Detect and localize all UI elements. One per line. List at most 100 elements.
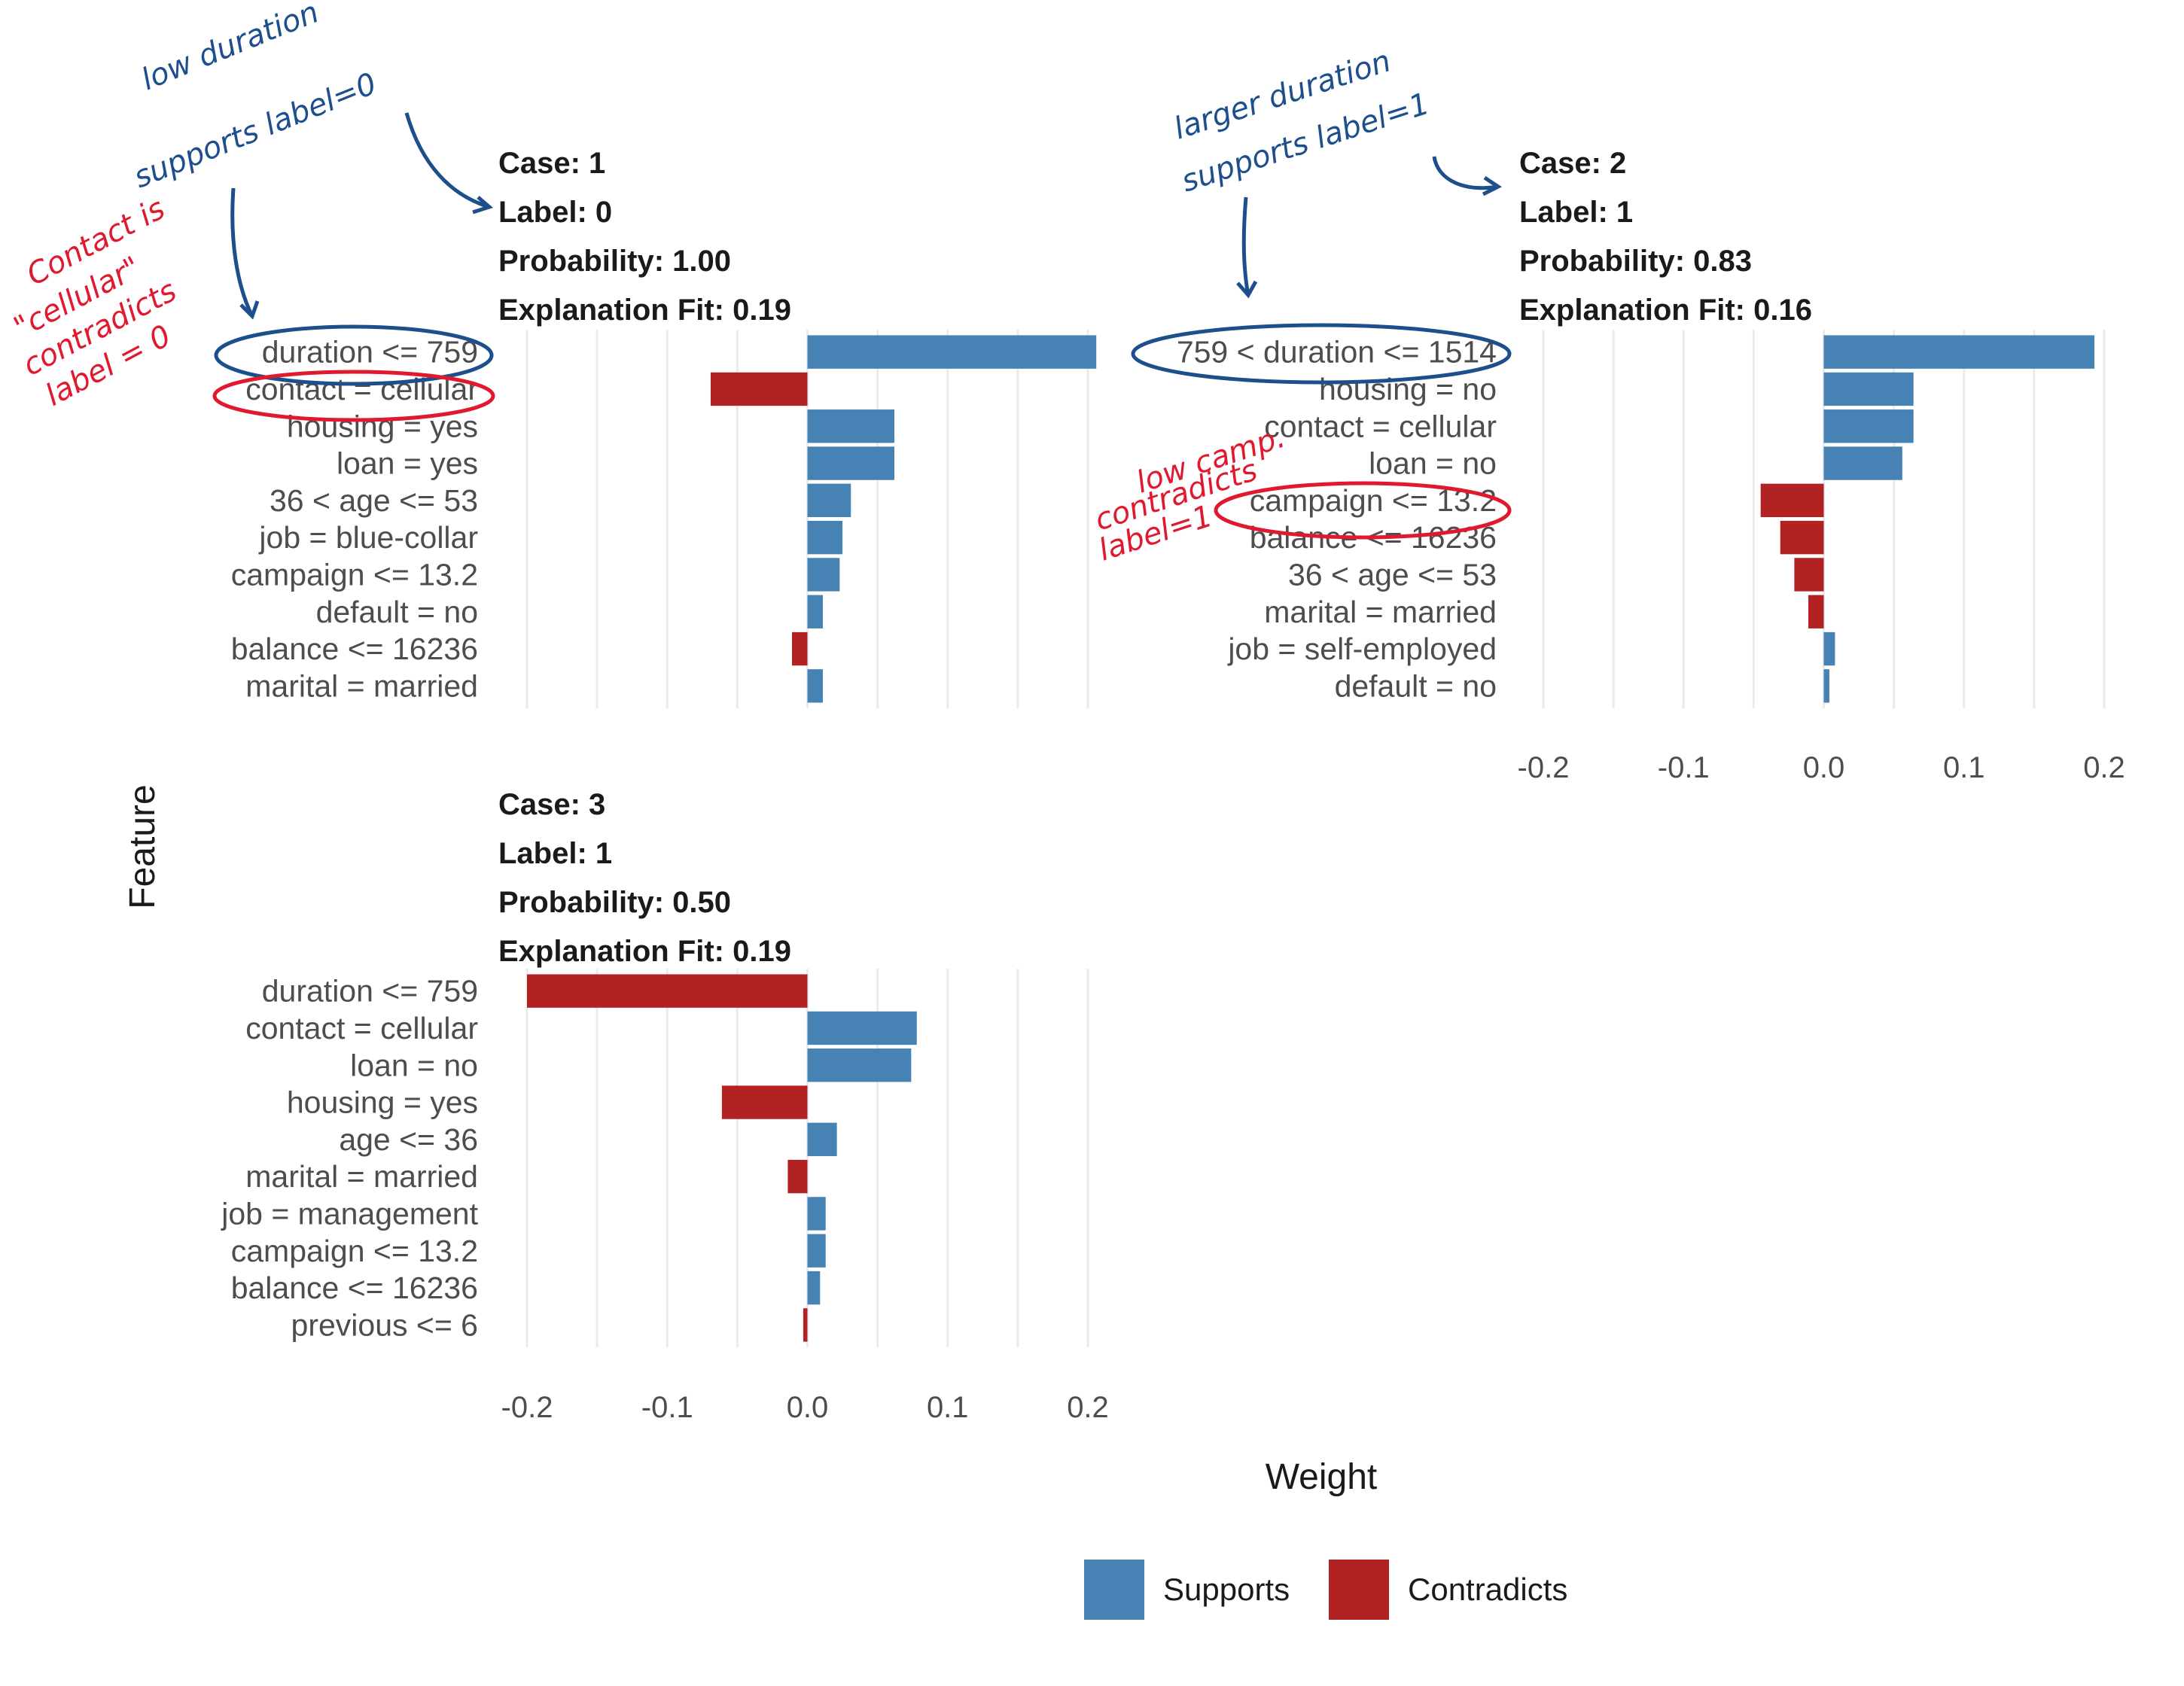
x-axis-title: Weight [1266, 1457, 1378, 1497]
feature-label: contact = cellular [1264, 409, 1497, 443]
y-axis-title: Feature [123, 784, 163, 908]
bar-supports [807, 595, 823, 628]
x-tick-label: 0.2 [1067, 1391, 1109, 1424]
case2-probability-label: Probability: 0.83 [1519, 245, 1752, 278]
bar-supports [807, 520, 843, 555]
feature-label: previous <= 6 [291, 1307, 478, 1342]
annotation-case1-circle-duration [214, 324, 494, 386]
legend-label-supports: Supports [1163, 1572, 1290, 1607]
feature-label: contact = cellular [245, 1011, 478, 1045]
x-tick-label: 0.2 [2083, 751, 2125, 784]
annotation-case1-arrow-2 [230, 187, 254, 318]
annotation-case2-arrowhead-2 [1236, 280, 1258, 299]
annotation-case2-circle-duration [1131, 323, 1512, 385]
bar-supports [807, 1197, 826, 1231]
feature-label: campaign <= 13.2 [231, 557, 478, 592]
bar-supports [807, 335, 1097, 369]
legend-swatch-contradicts [1329, 1560, 1389, 1620]
annotation-case1-arrow-1 [404, 112, 490, 209]
bar-supports [807, 558, 840, 592]
feature-label: campaign <= 13.2 [231, 1234, 478, 1268]
feature-label: marital = married [245, 1159, 478, 1194]
bar-supports [1823, 631, 1835, 666]
case3-probability-label: Probability: 0.50 [498, 886, 731, 919]
case3-fit-label: Explanation Fit: 0.19 [498, 935, 791, 968]
bar-supports [1823, 669, 1829, 703]
bar-supports [807, 483, 851, 518]
bar-supports [807, 669, 823, 703]
bar-supports [1823, 409, 1914, 443]
bar-supports [1823, 446, 1902, 480]
bar-contradicts [1794, 558, 1824, 592]
feature-label: job = management [221, 1196, 478, 1231]
annotation-case2-blue: larger duration supports label=1 [1131, 44, 1512, 385]
x-tick-label: -0.1 [1658, 751, 1710, 784]
bar-supports [807, 446, 894, 480]
x-tick-label: 0.0 [787, 1391, 829, 1424]
case3-case-label: Case: 3 [498, 788, 605, 821]
x-tick-label: -0.2 [501, 1391, 553, 1424]
legend-swatch-supports [1084, 1560, 1144, 1620]
x-tick-label: 0.0 [1803, 751, 1845, 784]
x-tick-label: 0.1 [1943, 751, 1985, 784]
bar-contradicts [710, 372, 808, 406]
bar-supports [807, 409, 894, 443]
bar-contradicts [1808, 595, 1824, 628]
feature-label: 759 < duration <= 1514 [1177, 335, 1497, 370]
bar-contradicts [1780, 520, 1824, 555]
feature-label: duration <= 759 [262, 335, 478, 370]
bar-supports [807, 1011, 917, 1045]
case1-case-label: Case: 1 [498, 147, 605, 180]
case2-label-label: Label: 1 [1519, 196, 1633, 229]
x-tick-label: -0.2 [1518, 751, 1570, 784]
bar-contradicts [1760, 483, 1824, 518]
feature-label: loan = no [1369, 446, 1497, 481]
bar-contradicts [787, 1159, 808, 1194]
feature-label: 36 < age <= 53 [1288, 557, 1497, 592]
case1-fit-label: Explanation Fit: 0.19 [498, 294, 791, 327]
annotation-case2-circle-campaign [1214, 481, 1512, 540]
feature-label: balance <= 16236 [231, 631, 478, 666]
annotation-case2-arrow-2 [1241, 196, 1250, 296]
case3-label-label: Label: 1 [498, 837, 612, 870]
feature-label: marital = married [1264, 595, 1497, 629]
annotation-case1-red: Contact is "cellular" contradicts label … [8, 191, 495, 422]
bar-supports [807, 1234, 826, 1268]
feature-label: job = self-employed [1227, 631, 1497, 666]
bar-supports [1823, 335, 2094, 369]
bar-supports [807, 1122, 837, 1157]
case1-probability-label: Probability: 1.00 [498, 245, 731, 278]
feature-label: default = no [316, 595, 478, 629]
annotation-case1-circle-contact [212, 370, 495, 422]
case1-label-label: Label: 0 [498, 196, 612, 229]
feature-label: job = blue-collar [258, 520, 478, 555]
annotation-case1-arrowhead-2 [239, 300, 260, 320]
feature-label: housing = yes [287, 1085, 478, 1120]
feature-label: duration <= 759 [262, 974, 478, 1009]
feature-label: age <= 36 [339, 1122, 478, 1157]
feature-label: balance <= 16236 [231, 1271, 478, 1305]
annotation-case1-blue-line1: low duration [137, 0, 324, 97]
feature-label: loan = yes [337, 446, 478, 481]
annotation-case2-arrowhead-1 [1482, 175, 1502, 196]
bar-supports [807, 1048, 912, 1082]
feature-label: loan = no [350, 1048, 478, 1082]
bar-contradicts [792, 631, 808, 666]
feature-label: 36 < age <= 53 [270, 483, 478, 518]
bar-contradicts [527, 974, 808, 1008]
bar-supports [807, 1271, 821, 1305]
feature-label: housing = no [1319, 372, 1497, 406]
bar-supports [1823, 372, 1914, 406]
feature-label: marital = married [245, 668, 478, 703]
annotation-case1-blue: low duration supports label=0 [129, 0, 494, 386]
case2-case-label: Case: 2 [1519, 147, 1626, 180]
feature-label: default = no [1335, 668, 1497, 703]
bar-contradicts [721, 1085, 808, 1119]
bar-contradicts [803, 1308, 808, 1342]
x-tick-label: 0.1 [927, 1391, 969, 1424]
legend-label-contradicts: Contradicts [1408, 1572, 1567, 1607]
